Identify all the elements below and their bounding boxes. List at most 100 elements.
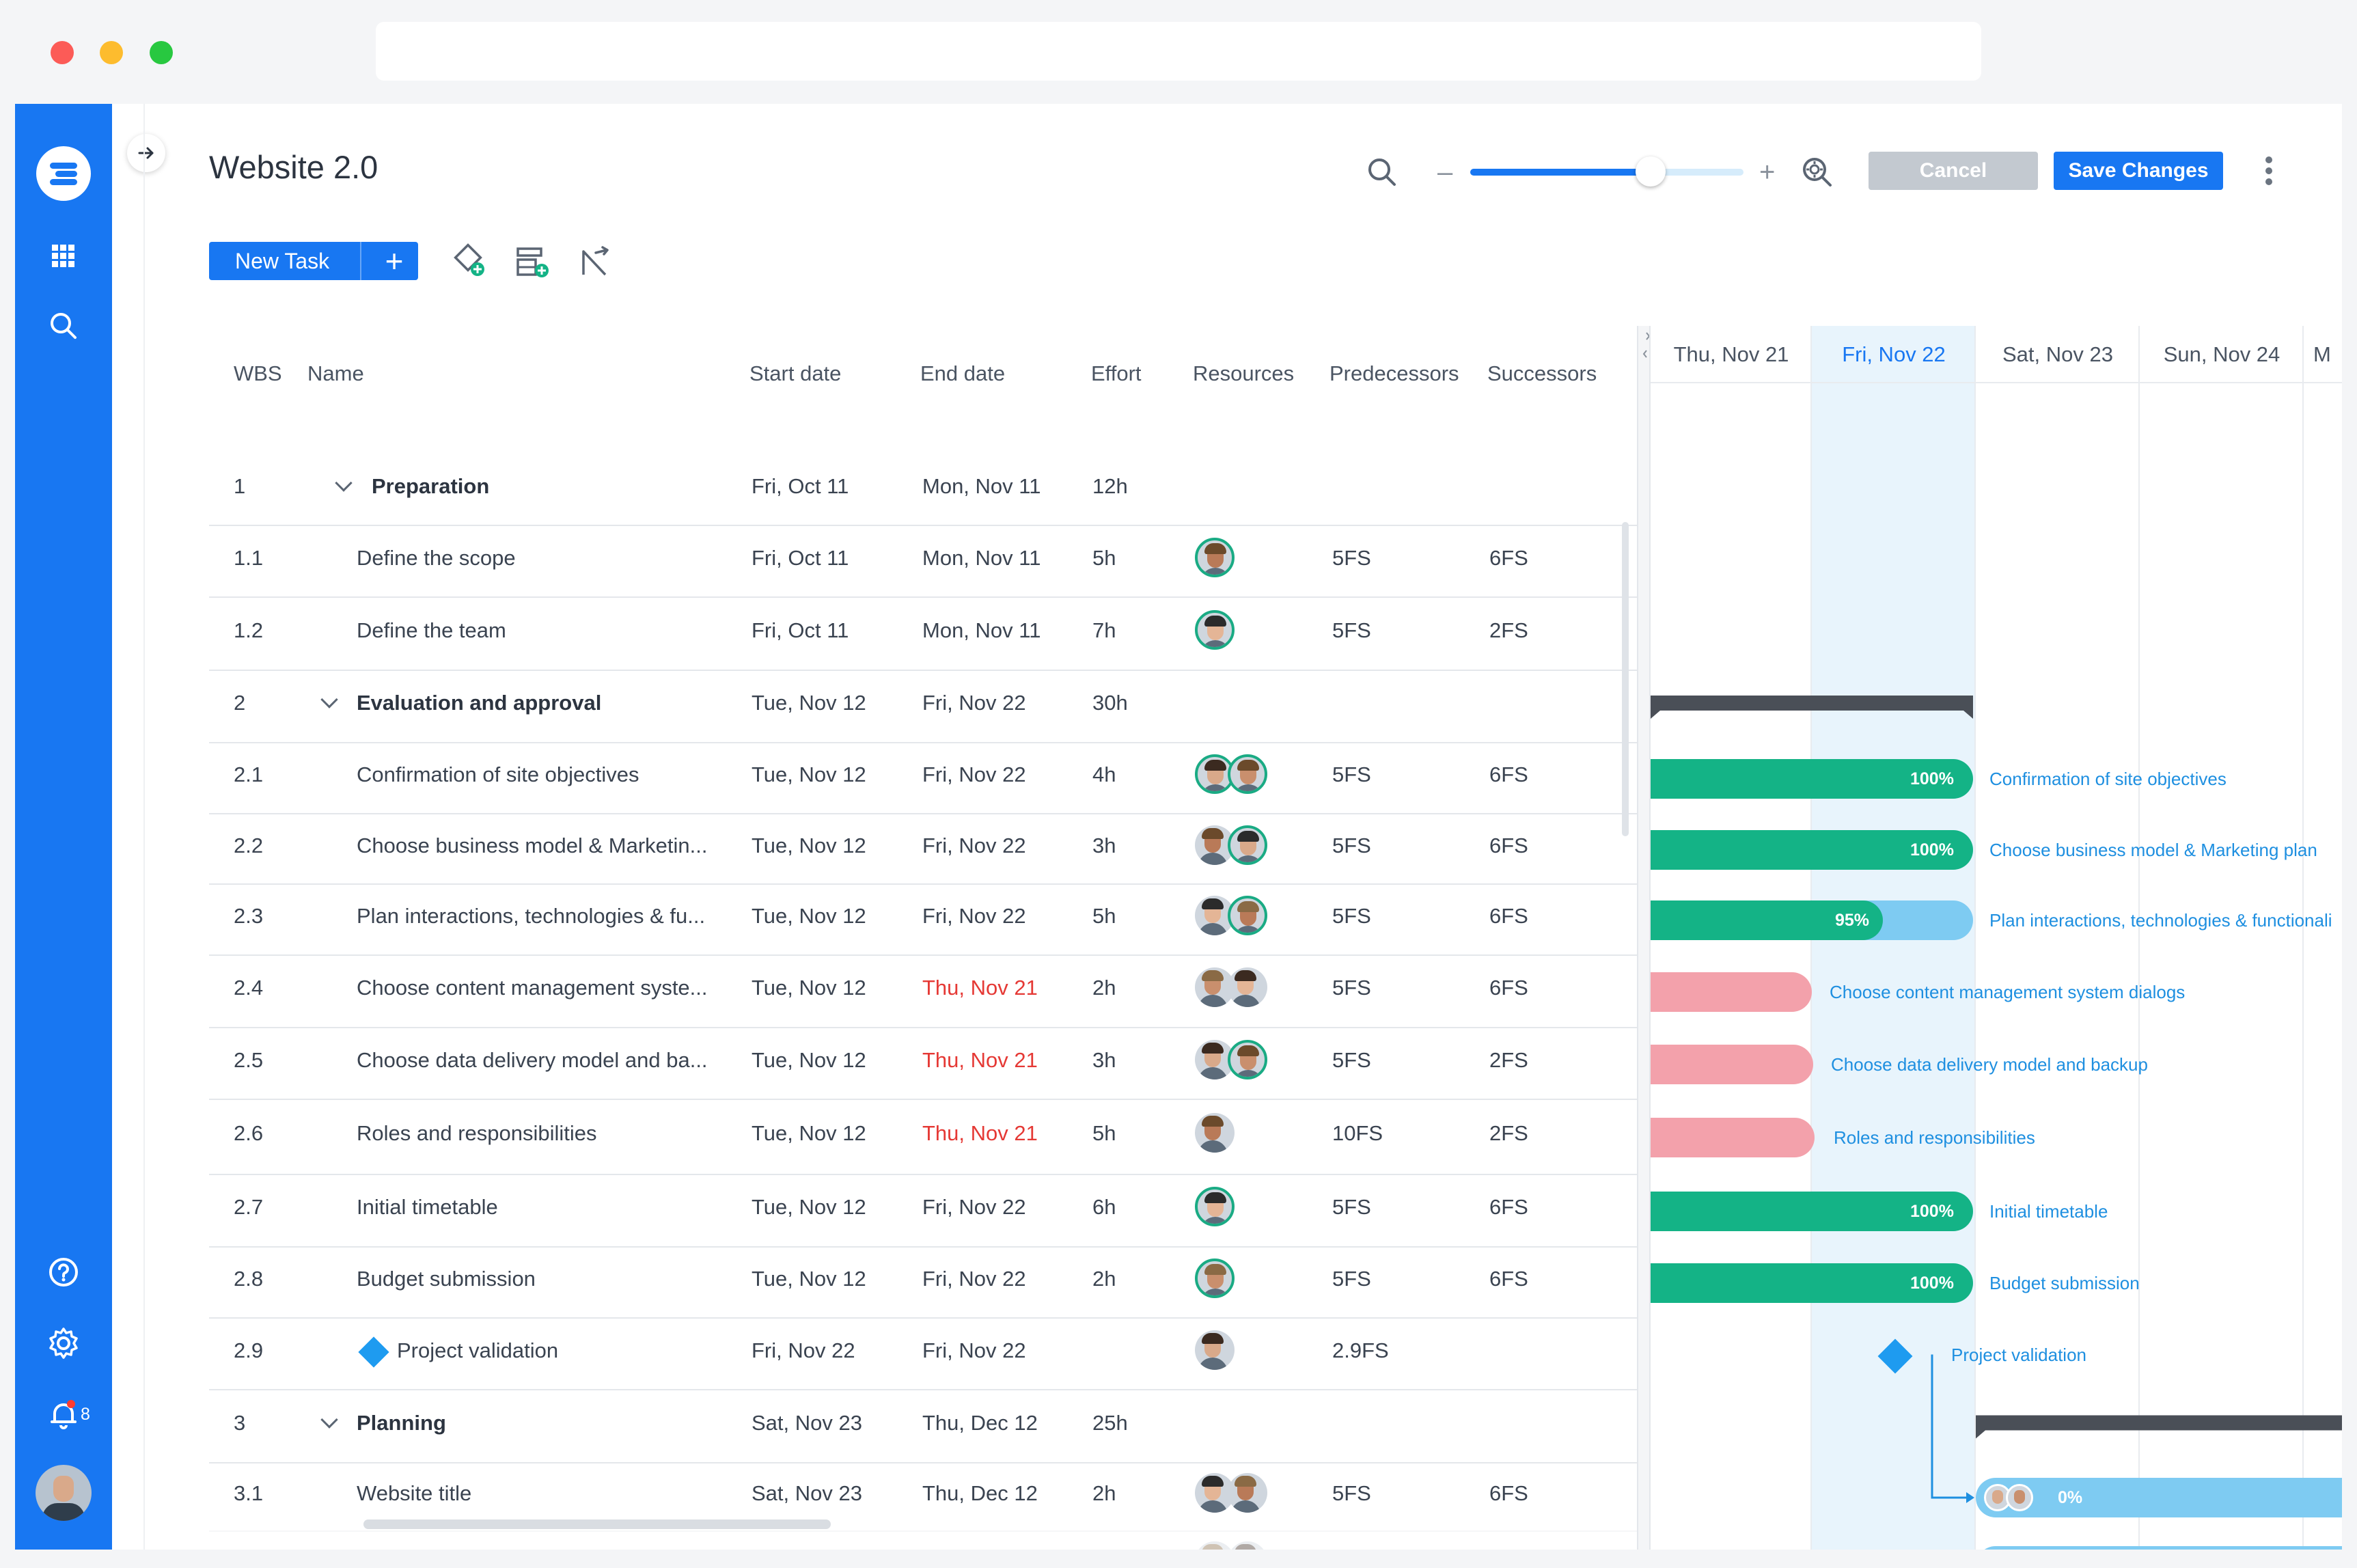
app-logo[interactable] [36,146,91,201]
end-date-cell[interactable]: Fri, Nov 22 [922,904,1026,928]
predecessors-cell[interactable]: 5FS [1332,545,1371,570]
resource-avatar[interactable] [1195,1330,1235,1370]
gantt-resource-avatar[interactable] [2006,1484,2033,1511]
successors-cell[interactable]: 6FS [1489,976,1528,1000]
effort-cell[interactable]: 30h [1092,691,1128,715]
start-date-cell[interactable]: Tue, Nov 12 [752,762,866,786]
start-date-cell[interactable]: Tue, Nov 12 [752,833,866,857]
resource-avatar[interactable] [1228,1541,1267,1550]
grid-horizontal-scrollbar[interactable] [363,1519,831,1529]
gantt-task-bar[interactable] [1976,1478,2342,1517]
effort-cell[interactable]: 2h [1092,1267,1116,1291]
gantt-task-bar[interactable] [1651,829,1973,870]
zoom-in-button[interactable]: + [1759,157,1776,187]
effort-cell[interactable]: 3h [1092,1047,1116,1072]
task-name[interactable]: Evaluation and approval [357,691,602,715]
effort-cell[interactable]: 2h [1092,976,1116,1000]
effort-cell[interactable]: 5h [1092,545,1116,570]
start-date-cell[interactable]: Sat, Nov 23 [752,1481,862,1505]
effort-cell[interactable]: 5h [1092,1121,1116,1145]
minimize-window-button[interactable] [100,41,123,64]
search-icon[interactable] [1364,154,1400,190]
column-header-wbs[interactable]: WBS [234,361,282,385]
column-header-start-date[interactable]: Start date [749,361,842,385]
new-task-plus-icon[interactable]: + [385,243,404,279]
gantt-task-bar[interactable] [1651,972,1812,1012]
predecessors-cell[interactable]: 10FS [1332,1121,1383,1145]
zoom-fit-icon[interactable] [1798,153,1836,191]
apps-grid-icon[interactable] [46,239,81,273]
end-date-cell[interactable]: Thu, Nov 21 [922,976,1038,1000]
notifications-bell-icon[interactable] [46,1397,81,1431]
task-name[interactable]: Define the team [357,618,506,642]
end-date-cell[interactable]: Mon, Nov 11 [922,545,1041,570]
zoom-slider[interactable] [1470,156,1743,187]
gantt-task-bar[interactable] [1651,900,1973,940]
task-name[interactable]: Project validation [397,1338,559,1362]
help-icon[interactable] [46,1255,81,1289]
gantt-task-bar[interactable] [1976,1546,2342,1550]
end-date-cell[interactable]: Thu, Nov 21 [922,1121,1038,1145]
end-date-cell[interactable]: Mon, Nov 11 [922,618,1041,642]
group-row[interactable] [209,1390,1637,1463]
predecessors-cell[interactable]: 2.9FS [1332,1338,1389,1362]
close-window-button[interactable] [51,41,74,64]
task-row[interactable] [209,1319,1637,1390]
save-changes-button[interactable]: Save Changes [2054,152,2223,190]
gantt-summary-bar[interactable] [1976,1415,2342,1439]
start-date-cell[interactable]: Fri, Oct 11 [752,618,849,642]
task-row[interactable] [209,1100,1637,1175]
start-date-cell[interactable]: Tue, Nov 12 [752,976,866,1000]
resource-avatar[interactable] [1228,896,1267,935]
resource-avatar[interactable] [1228,1039,1267,1079]
cancel-button[interactable]: Cancel [1869,152,2038,190]
effort-cell[interactable]: 7h [1092,618,1116,642]
column-header-successors[interactable]: Successors [1487,361,1597,385]
task-name[interactable]: Website title [357,1481,472,1505]
successors-cell[interactable]: 6FS [1489,1267,1528,1291]
resource-avatar[interactable] [1195,825,1235,865]
resource-avatar[interactable] [1228,1473,1267,1513]
start-date-cell[interactable]: Tue, Nov 12 [752,904,866,928]
successors-cell[interactable]: 6FS [1489,833,1528,857]
start-date-cell[interactable]: Fri, Oct 11 [752,545,849,570]
new-task-button[interactable]: New Task + [209,242,418,280]
task-row[interactable] [209,885,1637,956]
gantt-task-bar[interactable] [1651,1192,1973,1231]
task-name[interactable]: Budget submission [357,1267,536,1291]
effort-cell[interactable]: 2h [1092,1481,1116,1505]
task-row[interactable] [209,1175,1637,1248]
expand-panel-button[interactable] [127,134,165,172]
task-name[interactable]: Initial timetable [357,1195,498,1219]
add-group-icon[interactable] [512,242,553,283]
task-name[interactable]: Define the scope [357,545,516,570]
effort-cell[interactable]: 6h [1092,1195,1116,1219]
resource-avatar[interactable] [1228,754,1267,794]
successors-cell[interactable]: 6FS [1489,762,1528,786]
start-date-cell[interactable]: Tue, Nov 12 [752,1195,866,1219]
predecessors-cell[interactable]: 5FS [1332,1267,1371,1291]
group-row[interactable] [209,454,1637,526]
task-name[interactable]: Plan interactions, technologies & fu... [357,904,706,928]
successors-cell[interactable]: 2FS [1489,618,1528,642]
task-name[interactable]: Confirmation of site objectives [357,762,639,786]
successors-cell[interactable]: 2FS [1489,1121,1528,1145]
predecessors-cell[interactable]: 5FS [1332,1195,1371,1219]
group-row[interactable] [209,671,1637,743]
effort-cell[interactable]: 3h [1092,833,1116,857]
zoom-slider-knob[interactable] [1636,156,1666,187]
settings-gear-icon[interactable] [46,1326,81,1360]
gantt-summary-bar[interactable] [1651,696,1973,719]
end-date-cell[interactable]: Fri, Nov 22 [922,833,1026,857]
effort-cell[interactable]: 25h [1092,1410,1128,1435]
start-date-cell[interactable]: Tue, Nov 12 [752,1047,866,1072]
resource-avatar[interactable] [1195,1258,1235,1298]
more-options-icon[interactable] [2262,153,2276,191]
gantt-task-bar[interactable] [1651,759,1973,799]
dependency-link-icon[interactable] [575,242,616,283]
task-name[interactable]: Preparation [372,473,490,498]
task-row[interactable] [209,1028,1637,1100]
task-row[interactable] [209,743,1637,814]
predecessors-cell[interactable]: 5FS [1332,976,1371,1000]
end-date-cell[interactable]: Fri, Nov 22 [922,1338,1026,1362]
